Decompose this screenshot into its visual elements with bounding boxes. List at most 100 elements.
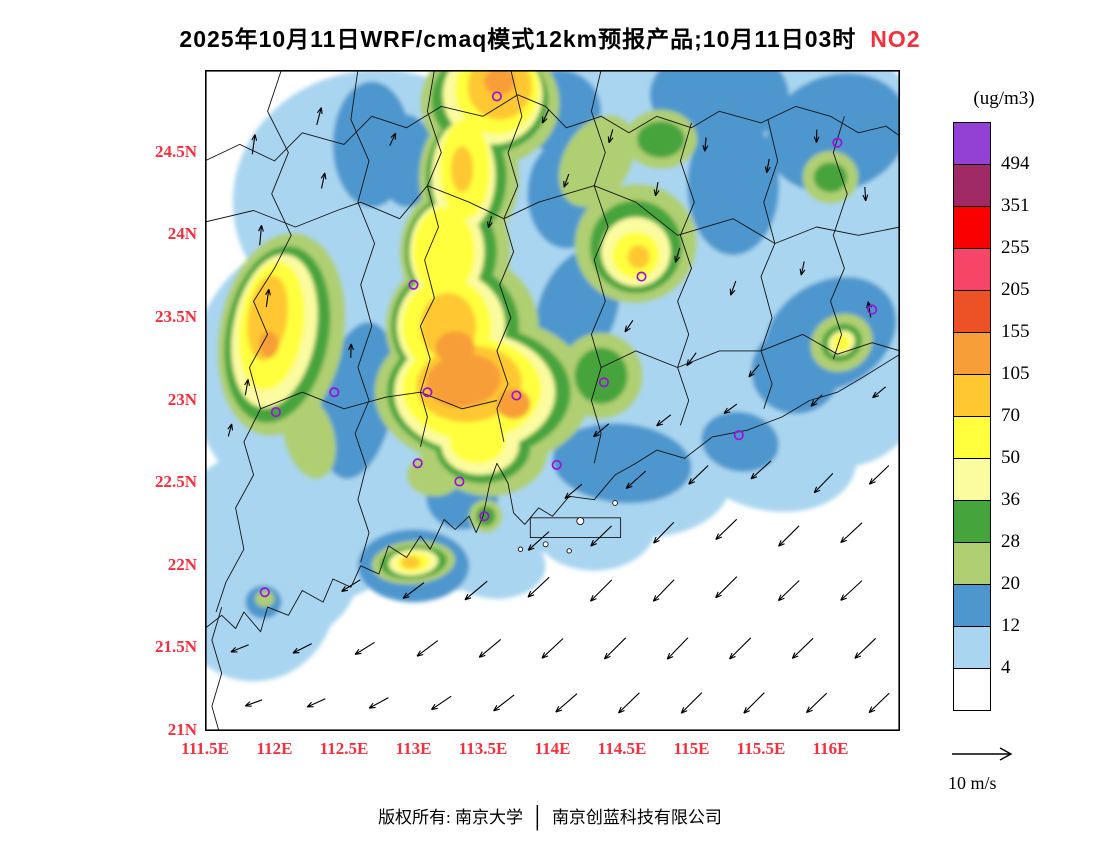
city-marker — [270, 407, 281, 418]
wind-arrow — [541, 109, 550, 124]
lat-axis-label: 21N — [167, 720, 197, 739]
wind-arrow — [750, 460, 772, 480]
wind-arrow — [265, 288, 271, 308]
wind-arrow — [603, 637, 627, 660]
contour-blob — [413, 207, 475, 297]
wind-arrow — [316, 107, 323, 126]
wind-arrow — [320, 172, 327, 189]
boundary-lines — [205, 70, 900, 731]
city-marker — [422, 387, 433, 398]
wind-arrow — [402, 582, 425, 599]
boundary-line — [215, 70, 292, 613]
city-marker — [832, 137, 843, 148]
city-marker — [454, 476, 465, 487]
wind-arrow — [702, 137, 709, 152]
contour-blob — [496, 388, 531, 419]
city-markers — [259, 91, 878, 598]
colorbar-cell — [953, 122, 991, 165]
colorbar-tick-label: 155 — [1001, 321, 1030, 342]
wind-arrow — [354, 641, 375, 656]
contour-blob — [451, 146, 474, 193]
contour-blob — [282, 394, 336, 479]
boundary-line — [419, 70, 442, 447]
wind-arrow — [777, 580, 800, 602]
wind-arrow — [555, 693, 578, 713]
wind-arrow — [593, 423, 610, 438]
wind-arrow — [872, 386, 887, 399]
contour-blob — [687, 116, 780, 256]
island-outline — [576, 517, 585, 526]
city-marker — [329, 387, 340, 398]
wind-arrow — [564, 483, 583, 500]
city-marker — [259, 587, 270, 598]
footer-owner: 版权所有: 南京大学 — [378, 808, 524, 827]
contour-blob — [833, 334, 850, 351]
boundary-line — [590, 70, 609, 464]
wind-arrow — [805, 692, 828, 714]
colorbar-tick-label: 205 — [1001, 279, 1030, 300]
lon-axis-label: 112E — [256, 739, 293, 758]
colorbar: (ug/m3) 494 351 255 205 155 105 70 50 36 28 20 12 4 — [953, 88, 1083, 711]
colorbar-tick-label: 494 — [1001, 153, 1030, 174]
wind-scale-label: 10 m/s — [948, 773, 997, 793]
island-outline — [612, 500, 618, 506]
city-marker — [733, 430, 744, 441]
wind-arrow — [854, 637, 877, 659]
wind-arrow — [341, 579, 361, 592]
wind-arrow — [868, 692, 890, 714]
city-marker — [511, 390, 522, 401]
boundary-line — [205, 94, 900, 162]
wind-arrow — [624, 319, 634, 333]
wind-arrow — [244, 379, 250, 396]
boundary-line — [600, 333, 900, 368]
city-marker — [867, 304, 878, 315]
colorbar-tick-label: 36 — [1001, 489, 1020, 510]
wind-arrow — [306, 698, 326, 708]
lat-axis-label: 21.5N — [154, 637, 197, 657]
wind-arrow — [791, 637, 814, 659]
wind-arrow — [292, 643, 312, 654]
wind-arrow — [777, 525, 800, 547]
wind-arrow — [244, 699, 263, 707]
wind-arrow — [430, 695, 452, 711]
boundary-line — [496, 70, 523, 442]
contour-blob — [205, 504, 358, 644]
boundary-line — [677, 122, 695, 426]
wind-arrow — [652, 579, 675, 602]
lon-axis-label: 111.5E — [181, 739, 229, 758]
colorbar-unit-label: (ug/m3) — [973, 88, 1035, 109]
lat-axis-label: 24.5N — [154, 141, 197, 161]
wind-arrow — [563, 173, 570, 188]
contour-blob — [426, 354, 501, 408]
island-outline — [517, 546, 524, 552]
footer-divider: │ — [530, 805, 545, 829]
colorbar-tick-label: 351 — [1001, 195, 1030, 216]
wind-arrow — [590, 525, 612, 547]
copyright-footer: 版权所有: 南京大学 │ 南京创蓝科技有限公司 — [0, 803, 1100, 829]
wind-arrow — [416, 640, 439, 657]
wind-scale-arrow-icon — [952, 747, 1013, 761]
contour-blob — [255, 590, 275, 608]
boundary-line — [205, 353, 900, 633]
wind-arrow — [764, 158, 771, 173]
colorbar-cell — [953, 206, 991, 249]
lat-axis-label: 22.5N — [154, 472, 197, 492]
lon-axis-label: 116E — [812, 739, 849, 758]
colorbar-tick-label: 28 — [1001, 531, 1020, 552]
wind-arrow — [868, 465, 890, 485]
lon-axis-label: 112.5E — [319, 739, 369, 758]
colorbar-cell — [953, 248, 991, 291]
colorbar-tick-label: 255 — [1001, 237, 1030, 258]
contour-blob — [766, 73, 900, 193]
colorbar-scale: 494 351 255 205 155 105 70 50 36 28 20 12 4 — [953, 122, 1030, 711]
city-marker — [598, 377, 609, 388]
wind-arrow — [527, 576, 550, 598]
colorbar-cell — [953, 668, 991, 711]
lon-axis-label: 114.5E — [597, 739, 647, 758]
wind-arrow — [799, 261, 806, 276]
colorbar-cell — [953, 458, 991, 501]
contour-blob — [627, 245, 650, 269]
boundary-line — [205, 185, 900, 244]
wind-arrow — [743, 692, 765, 714]
